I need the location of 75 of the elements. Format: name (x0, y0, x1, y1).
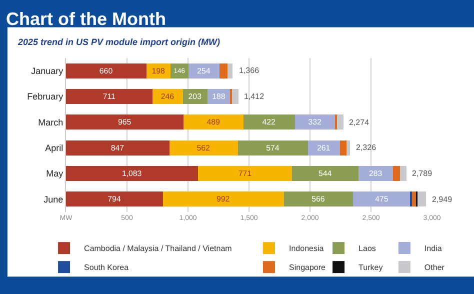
bar (66, 192, 163, 207)
y-tick-label: April (45, 142, 64, 153)
data-label: 489 (206, 118, 220, 127)
bar (184, 114, 244, 130)
data-label: 965 (118, 118, 132, 127)
legend-label: Indonesia (289, 244, 324, 254)
bar (170, 63, 188, 78)
data-label: 660 (99, 66, 114, 76)
chart-subtitle: 2025 trend in US PV module import origin (MW) (17, 37, 220, 47)
data-label: 847 (110, 143, 124, 152)
data-label: 203 (188, 92, 202, 101)
bar (346, 140, 350, 156)
bar (352, 192, 411, 207)
total-label: 2,949 (432, 195, 453, 204)
bar (294, 114, 336, 130)
data-label: 188 (212, 92, 226, 101)
bar (358, 166, 394, 181)
total-label: 1,366 (239, 66, 260, 75)
bar (417, 192, 426, 207)
bar (152, 89, 183, 104)
bar (292, 166, 359, 181)
bar (308, 140, 340, 156)
y-tick-label: January (31, 66, 64, 76)
y-tick-label: March (38, 117, 64, 128)
data-label: 246 (160, 92, 175, 101)
data-label: 711 (102, 92, 116, 101)
data-label: 198 (152, 66, 166, 76)
bar (66, 89, 153, 104)
total-label: 1,412 (244, 92, 265, 101)
data-label: 1,083 (122, 168, 142, 178)
bar (188, 63, 220, 78)
bar (219, 63, 228, 78)
data-label: 992 (216, 194, 230, 204)
total-label: 2,789 (412, 169, 433, 178)
data-label: 544 (318, 168, 332, 178)
total-label: 2,274 (349, 118, 370, 127)
bar (243, 114, 295, 130)
bar (232, 89, 238, 104)
total-label: 2,326 (356, 143, 377, 152)
bar (66, 166, 198, 181)
bar (66, 63, 147, 78)
bar (400, 166, 406, 181)
chart-title: Chart of the Month (6, 9, 166, 29)
data-label: 261 (317, 143, 330, 152)
legend-label: Laos (358, 244, 376, 254)
y-tick-label: February (27, 92, 64, 102)
bar (228, 63, 233, 78)
data-label: 332 (308, 118, 322, 127)
legend-label: India (424, 244, 442, 254)
bar (66, 140, 170, 156)
legend-label: South Korea (84, 263, 130, 272)
data-label: 254 (197, 66, 211, 76)
bar (337, 114, 344, 130)
legend-label: Turkey (358, 263, 383, 272)
bar (198, 166, 292, 181)
legend-label: Singapore (289, 263, 326, 272)
bar (284, 192, 353, 207)
data-label: 771 (238, 168, 252, 178)
bar (393, 166, 400, 181)
data-label: 794 (108, 194, 122, 204)
bar (162, 192, 284, 207)
y-tick-label: June (44, 194, 64, 204)
bar (238, 140, 308, 156)
bar (169, 140, 238, 156)
y-tick-label: May (46, 168, 64, 179)
data-label: 562 (196, 143, 210, 152)
data-label: 422 (262, 118, 276, 127)
data-label: 566 (312, 194, 326, 204)
data-label: 574 (266, 143, 280, 152)
bar (340, 140, 346, 156)
bar (66, 114, 184, 130)
legend-label: Other (424, 263, 445, 272)
data-label: 283 (368, 168, 383, 178)
legend-label: Cambodia / Malaysia / Thailand / Vietnam (84, 244, 232, 254)
data-label: 475 (375, 194, 389, 204)
